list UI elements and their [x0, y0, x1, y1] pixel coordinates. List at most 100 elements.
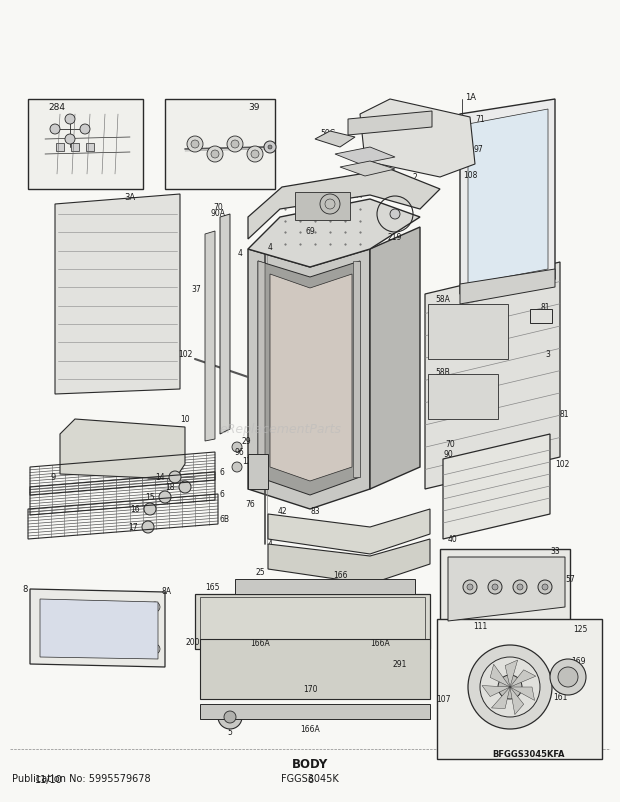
Polygon shape [268, 509, 430, 554]
Text: BODY: BODY [292, 757, 328, 770]
Polygon shape [510, 670, 536, 687]
Text: 102: 102 [178, 350, 192, 359]
Polygon shape [510, 687, 524, 715]
Text: 12: 12 [242, 457, 252, 466]
Circle shape [542, 585, 548, 590]
Text: 18: 18 [166, 483, 175, 492]
Text: 9: 9 [50, 473, 56, 482]
Text: 108: 108 [463, 170, 477, 180]
Text: 8: 8 [22, 585, 28, 593]
Polygon shape [460, 269, 555, 305]
Polygon shape [200, 639, 430, 699]
Circle shape [169, 472, 181, 484]
Polygon shape [258, 261, 360, 496]
Polygon shape [505, 660, 518, 687]
Circle shape [50, 125, 60, 135]
Text: 37: 37 [191, 286, 201, 294]
Circle shape [187, 137, 203, 153]
Circle shape [65, 135, 75, 145]
Bar [428, 375, 498, 419]
Text: 14: 14 [156, 473, 165, 482]
Polygon shape [425, 263, 560, 489]
Text: 17: 17 [128, 523, 138, 532]
Text: 6: 6 [219, 490, 224, 499]
Bar [248, 455, 268, 489]
Text: 165: 165 [205, 583, 219, 592]
Polygon shape [443, 435, 550, 539]
Polygon shape [353, 261, 360, 477]
Circle shape [231, 141, 239, 149]
Text: 97: 97 [473, 145, 483, 154]
Text: 170: 170 [383, 705, 397, 714]
Polygon shape [335, 148, 395, 164]
Text: 4: 4 [238, 248, 243, 257]
Bar [86, 144, 94, 152]
Circle shape [224, 711, 236, 723]
Circle shape [218, 705, 242, 729]
Text: 219: 219 [388, 233, 402, 241]
Circle shape [207, 147, 223, 163]
Text: 166A: 166A [250, 638, 270, 648]
Circle shape [488, 581, 502, 594]
Text: 33: 33 [551, 547, 560, 556]
Text: 39: 39 [249, 103, 260, 112]
Bar [71, 144, 79, 152]
Circle shape [150, 644, 160, 654]
Polygon shape [360, 100, 475, 178]
Polygon shape [468, 110, 548, 285]
Text: 90A: 90A [211, 209, 226, 217]
Text: 3A: 3A [125, 192, 136, 201]
Text: 71: 71 [475, 115, 485, 124]
Text: FGGS3045K: FGGS3045K [281, 773, 339, 783]
Bar [428, 305, 508, 359]
Text: 40: 40 [448, 535, 458, 544]
Text: 166: 166 [333, 571, 347, 580]
Text: Publication No: 5995579678: Publication No: 5995579678 [12, 773, 151, 783]
Circle shape [144, 504, 156, 516]
Circle shape [538, 581, 552, 594]
Text: 96: 96 [234, 448, 244, 457]
Text: 200: 200 [185, 638, 200, 646]
Polygon shape [45, 105, 130, 175]
Text: 1A: 1A [465, 93, 476, 103]
Text: 284: 284 [48, 103, 65, 112]
Text: 29: 29 [242, 437, 252, 446]
Polygon shape [448, 557, 565, 622]
Text: 166A: 166A [300, 724, 320, 734]
Text: 3: 3 [545, 350, 550, 359]
Circle shape [390, 210, 400, 220]
Polygon shape [270, 274, 352, 481]
Polygon shape [200, 704, 430, 719]
Circle shape [179, 481, 191, 493]
Text: 15: 15 [145, 493, 155, 502]
Circle shape [558, 667, 578, 687]
Circle shape [159, 492, 171, 504]
Polygon shape [195, 594, 430, 649]
Circle shape [513, 581, 527, 594]
Polygon shape [492, 687, 510, 708]
Circle shape [492, 585, 498, 590]
Circle shape [65, 115, 75, 125]
Text: 170: 170 [303, 685, 317, 694]
Polygon shape [370, 228, 420, 489]
Circle shape [80, 125, 90, 135]
Circle shape [227, 137, 243, 153]
Text: BFGGS3045KFA: BFGGS3045KFA [492, 750, 565, 759]
Polygon shape [315, 132, 355, 148]
Text: 86: 86 [305, 528, 315, 537]
Polygon shape [248, 249, 370, 509]
Text: 90: 90 [443, 450, 453, 459]
Polygon shape [460, 100, 555, 294]
Circle shape [550, 659, 586, 695]
Text: 81: 81 [540, 303, 550, 312]
Circle shape [232, 443, 242, 452]
Polygon shape [40, 599, 158, 659]
Circle shape [251, 151, 259, 159]
Circle shape [150, 602, 160, 612]
Text: 76: 76 [245, 500, 255, 508]
Polygon shape [30, 589, 165, 667]
Circle shape [480, 657, 540, 717]
Circle shape [467, 585, 473, 590]
Text: 70: 70 [213, 203, 223, 213]
Text: 6: 6 [307, 774, 313, 784]
